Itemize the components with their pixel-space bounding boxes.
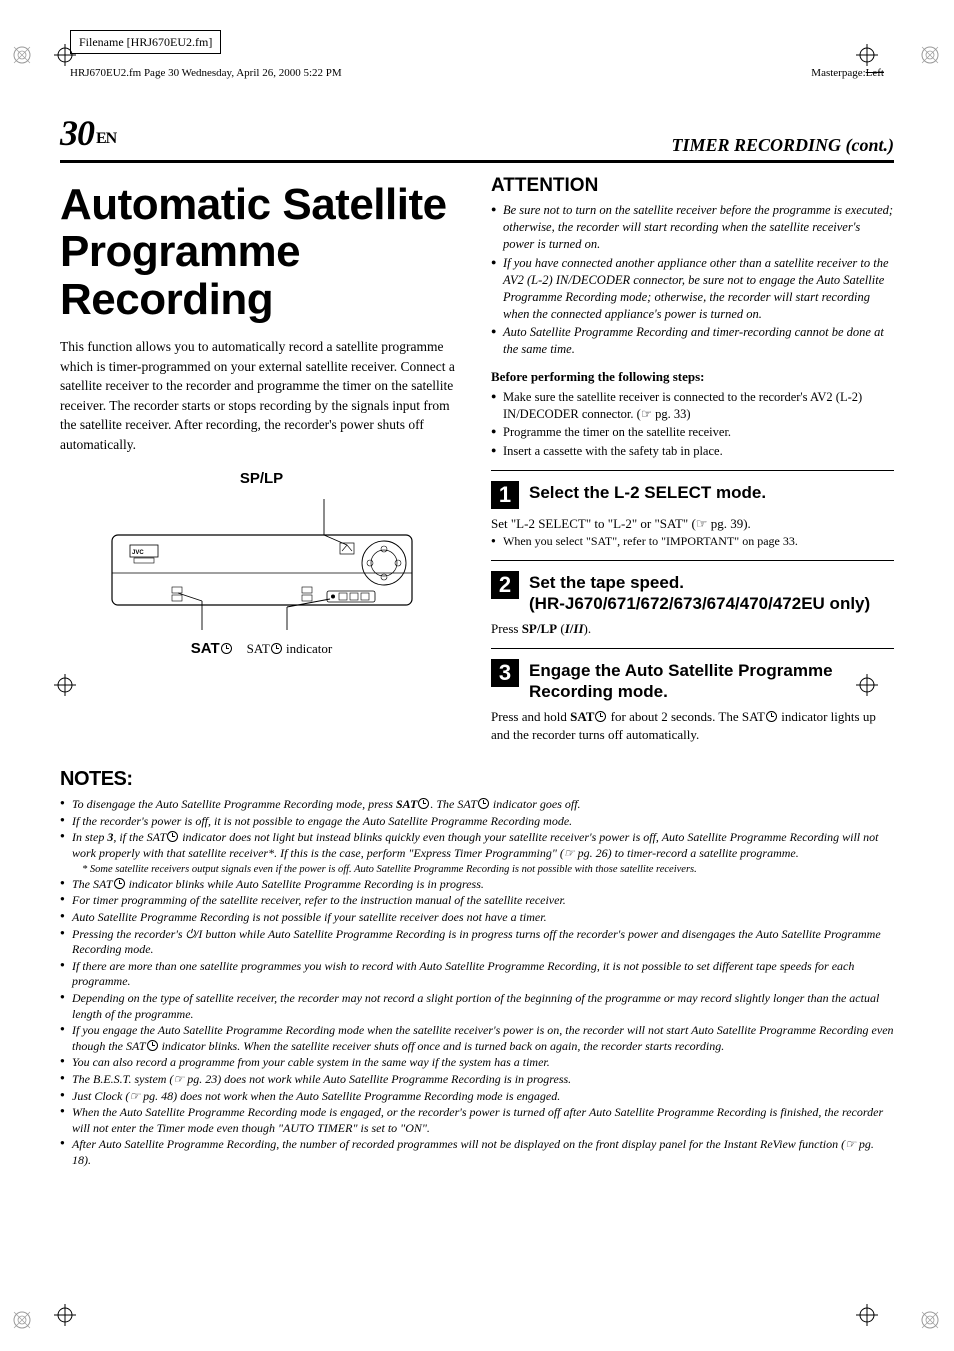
vcr-illustration: JVC xyxy=(102,495,422,635)
before-step-item: Programme the timer on the satellite rec… xyxy=(491,424,894,441)
divider xyxy=(491,470,894,471)
notes-item: Pressing the recorder's ⏻/I button while… xyxy=(60,927,894,958)
divider xyxy=(491,648,894,649)
notes-item: If there are more than one satellite pro… xyxy=(60,959,894,990)
step1-body: Set "L-2 SELECT" to "L-2" or "SAT" (☞ pg… xyxy=(491,515,894,550)
notes-item: After Auto Satellite Programme Recording… xyxy=(60,1137,894,1168)
notes-item: Just Clock (☞ pg. 48) does not work when… xyxy=(60,1089,894,1105)
corner-circle-tr xyxy=(920,45,940,65)
diagram-top-label: SP/LP xyxy=(60,469,463,489)
notes-item: For timer programming of the satellite r… xyxy=(60,893,894,909)
diagram-sat-label: SAT xyxy=(191,639,233,659)
corner-circle-br xyxy=(920,1310,940,1330)
registration-mark xyxy=(54,44,76,66)
before-steps-list: Make sure the satellite receiver is conn… xyxy=(491,389,894,461)
registration-mark xyxy=(856,1304,878,1326)
step2-title: Set the tape speed. (HR-J670/671/672/673… xyxy=(529,571,870,614)
main-title: Automatic Satellite Programme Recording xyxy=(60,181,463,324)
attention-list: Be sure not to turn on the satellite rec… xyxy=(491,202,894,358)
notes-title: NOTES: xyxy=(60,766,894,793)
before-step-item: Make sure the satellite receiver is conn… xyxy=(491,389,894,423)
step-number: 1 xyxy=(491,481,519,509)
notes-item: Depending on the type of satellite recei… xyxy=(60,991,894,1022)
before-steps-title: Before performing the following steps: xyxy=(491,368,894,386)
step3-title: Engage the Auto Satellite Programme Reco… xyxy=(529,659,894,702)
attention-item: Auto Satellite Programme Recording and t… xyxy=(491,324,894,358)
before-step-item: Insert a cassette with the safety tab in… xyxy=(491,443,894,460)
step-number: 3 xyxy=(491,659,519,687)
divider xyxy=(491,560,894,561)
step2-body: Press SP/LP (I/II). xyxy=(491,620,894,638)
clock-icon xyxy=(478,798,489,809)
step1-title: Select the L-2 SELECT mode. xyxy=(529,481,766,503)
diagram-indicator-label: SAT indicator xyxy=(247,640,333,658)
notes-item: Auto Satellite Programme Recording is no… xyxy=(60,910,894,926)
registration-mark xyxy=(54,674,76,696)
clock-icon xyxy=(167,831,178,842)
masterpage-label: Masterpage:Left xyxy=(811,66,884,81)
registration-mark xyxy=(856,674,878,696)
notes-item: In step 3, if the SAT indicator does not… xyxy=(60,830,894,875)
notes-item: The SAT indicator blinks while Auto Sate… xyxy=(60,877,894,893)
notes-item: When the Auto Satellite Programme Record… xyxy=(60,1105,894,1136)
step-number: 2 xyxy=(491,571,519,599)
clock-icon xyxy=(114,878,125,889)
notes-item: To disengage the Auto Satellite Programm… xyxy=(60,797,894,813)
section-title: TIMER RECORDING (cont.) xyxy=(671,133,894,157)
registration-mark xyxy=(54,1304,76,1326)
page-number: 30EN xyxy=(60,109,116,158)
filename-box: Filename [HRJ670EU2.fm] xyxy=(70,30,221,54)
clock-icon xyxy=(271,643,282,654)
clock-icon xyxy=(221,643,232,654)
notes-item: You can also record a programme from you… xyxy=(60,1055,894,1071)
page-meta-line: HRJ670EU2.fm Page 30 Wednesday, April 26… xyxy=(70,66,342,81)
svg-text:JVC: JVC xyxy=(132,550,144,556)
clock-icon xyxy=(766,711,777,722)
corner-circle-tl xyxy=(12,45,32,65)
notes-item: The B.E.S.T. system (☞ pg. 23) does not … xyxy=(60,1072,894,1088)
attention-item: If you have connected another appliance … xyxy=(491,255,894,323)
step3-body: Press and hold SAT for about 2 seconds. … xyxy=(491,708,894,744)
clock-icon xyxy=(595,711,606,722)
intro-paragraph: This function allows you to automaticall… xyxy=(60,337,463,454)
corner-circle-bl xyxy=(12,1310,32,1330)
attention-title: ATTENTION xyxy=(491,173,894,199)
registration-mark xyxy=(856,44,878,66)
clock-icon xyxy=(418,798,429,809)
notes-footnote: * Some satellite receivers output signal… xyxy=(72,863,894,876)
notes-item: If the recorder's power is off, it is no… xyxy=(60,814,894,830)
clock-icon xyxy=(147,1040,158,1051)
notes-list: To disengage the Auto Satellite Programm… xyxy=(60,797,894,1168)
attention-item: Be sure not to turn on the satellite rec… xyxy=(491,202,894,253)
vcr-diagram: SP/LP JVC xyxy=(60,469,463,660)
notes-item: If you engage the Auto Satellite Program… xyxy=(60,1023,894,1054)
